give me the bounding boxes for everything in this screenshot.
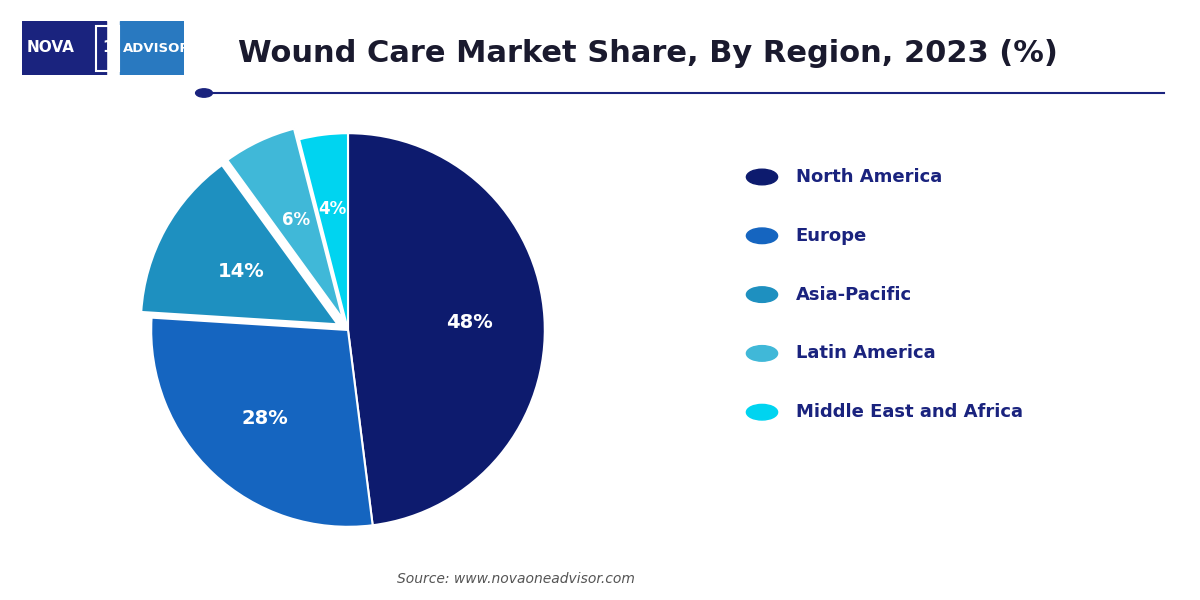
Bar (120, 21, 184, 75)
Text: 4%: 4% (318, 200, 347, 218)
Text: Middle East and Africa: Middle East and Africa (796, 403, 1022, 421)
Text: Source: www.novaoneadvisor.com: Source: www.novaoneadvisor.com (397, 572, 635, 586)
Text: Asia-Pacific: Asia-Pacific (796, 286, 912, 304)
Text: Wound Care Market Share, By Region, 2023 (%): Wound Care Market Share, By Region, 2023… (238, 40, 1058, 68)
Text: 28%: 28% (241, 409, 288, 428)
Text: Latin America: Latin America (796, 344, 935, 362)
Wedge shape (151, 317, 373, 527)
Text: ADVISOR: ADVISOR (122, 41, 191, 55)
Text: 1: 1 (102, 40, 113, 55)
Wedge shape (227, 128, 343, 319)
Text: Europe: Europe (796, 227, 866, 245)
Text: NOVA: NOVA (26, 40, 74, 55)
Text: 48%: 48% (446, 313, 493, 332)
Bar (22, 21, 106, 75)
Wedge shape (299, 133, 348, 330)
Wedge shape (142, 165, 337, 325)
Wedge shape (348, 133, 545, 525)
Text: North America: North America (796, 168, 942, 186)
Text: 14%: 14% (217, 262, 264, 281)
Text: 6%: 6% (282, 211, 310, 229)
Bar (96, 25, 119, 70)
